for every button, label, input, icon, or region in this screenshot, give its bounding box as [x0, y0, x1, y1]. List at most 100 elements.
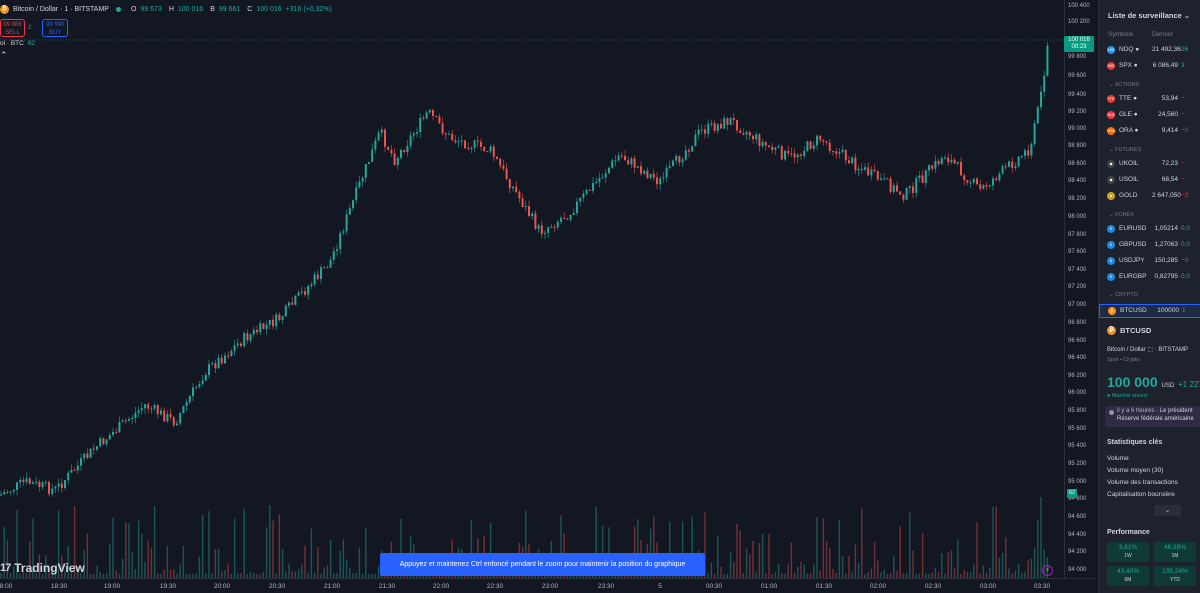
volume-bar — [998, 557, 1001, 578]
candle-body — [348, 208, 351, 215]
volume-bar — [726, 573, 729, 578]
volume-bar — [739, 530, 741, 578]
sell-button[interactable]: 99 988 SELL — [0, 19, 25, 37]
watchlist-section-forex[interactable]: ⌄ FOREX — [1109, 212, 1134, 218]
candle-body — [118, 421, 121, 433]
symbol-logo-icon: 100 — [1107, 46, 1115, 54]
volume-bar — [57, 510, 60, 578]
watchlist-row-ora[interactable]: ORA ORA ● 9,414 −0 — [1099, 125, 1200, 139]
volume-bar — [249, 571, 252, 578]
candle-body — [368, 161, 370, 164]
column-last[interactable]: Dernier — [1152, 31, 1174, 38]
candle-body — [752, 135, 754, 140]
candle-body — [806, 141, 809, 151]
candle-body — [601, 177, 604, 179]
volume-indicator-legend[interactable]: ol · BTC 62 — [0, 40, 35, 47]
candle-body — [60, 483, 63, 488]
watchlist-row-usoil[interactable]: ◆ USOIL 68,54− — [1099, 174, 1200, 188]
watchlist-section-futures[interactable]: ⌄ FUTURES — [1109, 147, 1141, 153]
volume-bar — [854, 544, 857, 578]
volume-bar — [297, 569, 300, 578]
volume-bar — [301, 564, 303, 578]
watchlist-symbol: GLE ● — [1119, 111, 1138, 118]
volume-bar — [227, 563, 229, 578]
watchlist-title-text: Liste de surveillance — [1108, 11, 1182, 20]
watchlist-row-tte[interactable]: TTE TTE ● 53,94− — [1099, 93, 1200, 107]
candle-body — [22, 479, 25, 482]
watchlist-row-spx[interactable]: 500 SPX ● 6 086,49 3 — [1099, 60, 1200, 74]
buy-price: 99 990 — [46, 22, 65, 28]
key-stats-title: Statistiques clés — [1107, 439, 1163, 446]
watchlist-row-ndq[interactable]: 100 NDQ ● 21 492,36 26 — [1099, 44, 1200, 58]
watchlist-row-btcusd[interactable]: ₿ BTCUSD 100000 1 — [1099, 304, 1200, 318]
watchlist-title[interactable]: Liste de surveillance ⌄ — [1108, 11, 1190, 20]
collapse-legend-chevron-icon[interactable]: ⌃ — [0, 50, 8, 60]
volume-badge: 62 — [1067, 489, 1077, 498]
candle-body — [252, 329, 255, 335]
candle-body — [393, 153, 396, 165]
volume-bar — [841, 555, 844, 578]
watchlist-row-gle[interactable]: GLE GLE ● 24,560− — [1099, 109, 1200, 123]
candle-body — [249, 334, 252, 341]
volume-bar — [800, 561, 802, 578]
perf-ytd[interactable]: 135,24% YTD — [1154, 566, 1196, 586]
tradingview-logo[interactable]: 17 TradingView — [0, 561, 85, 575]
watchlist-row-gbpusd[interactable]: £ GBPUSD 1,27063 0,0 — [1099, 239, 1200, 253]
volume-bar — [73, 505, 76, 578]
perf-1m[interactable]: 46,38% 1M — [1154, 542, 1196, 562]
price-axis-label: 97 200 — [1068, 284, 1087, 290]
volume-bar — [499, 574, 501, 578]
watchlist-row-usdjpy[interactable]: $ USDJPY 150,285 −0 — [1099, 255, 1200, 269]
candle-body — [937, 160, 940, 165]
volume-bar — [1017, 563, 1020, 578]
watchlist-change: −0 — [1181, 127, 1189, 134]
detail-symbol-text[interactable]: BTCUSD — [1120, 326, 1152, 335]
candle-body — [25, 478, 28, 482]
watchlist-last: 72,23 — [1161, 160, 1178, 167]
candle-body — [1030, 143, 1033, 156]
candle-body — [438, 116, 441, 124]
watchlist-row-eurusd[interactable]: € EURUSD 1,05214 0,0 — [1099, 223, 1200, 237]
news-headline[interactable]: il y a 6 heures · Le président Réserve f… — [1105, 406, 1200, 427]
watchlist-row-ukoil[interactable]: ◆ UKOIL 72,23− — [1099, 158, 1200, 172]
bitcoin-icon: ₿ — [1107, 326, 1116, 335]
candle-body — [364, 163, 367, 179]
watchlist-row-eurgbp[interactable]: € EURGBP 0,82795 0,0 — [1099, 271, 1200, 285]
candle-body — [928, 165, 930, 171]
high-value: 100 016 — [177, 6, 204, 13]
candle-body — [588, 189, 591, 191]
volume-bar — [211, 573, 213, 578]
volume-bar — [832, 569, 834, 578]
legend-title[interactable]: Bitcoin / Dollar · 1 · BITSTAMP — [13, 6, 109, 13]
price-axis[interactable]: 100 400 100 200 99 800 99 600 99 400 99 200 99… — [1064, 0, 1096, 578]
volume-bar — [221, 571, 223, 578]
volume-bar — [374, 573, 377, 578]
volume-bar — [294, 571, 297, 578]
candle-body — [521, 198, 524, 208]
candle-body — [336, 249, 338, 252]
candle-body — [572, 213, 575, 215]
candle-body — [432, 109, 434, 116]
volume-bar — [704, 512, 706, 578]
time-axis[interactable]: 8:00 18:30 19:00 19:30 20:00 20:30 21:00 21:30 2… — [0, 578, 1096, 593]
volume-bar — [937, 572, 940, 578]
price-axis-label: 95 200 — [1068, 461, 1087, 467]
column-symbol[interactable]: Symbole — [1108, 31, 1134, 38]
lightning-icon[interactable]: ⚡ — [1042, 565, 1053, 576]
volume-bar — [1005, 537, 1007, 578]
buy-button[interactable]: 99 990 BUY — [42, 19, 69, 37]
watchlist-section-crypto[interactable]: ⌄ CRYPTO — [1109, 292, 1138, 298]
candlestick-chart-canvas[interactable] — [0, 0, 1064, 578]
expand-stats-button[interactable]: ⌄ — [1154, 505, 1181, 516]
time-axis-label: 20:30 — [268, 583, 286, 590]
candle-body — [704, 129, 706, 134]
volume-bar — [51, 568, 53, 578]
watchlist-row-gold[interactable]: ● GOLD 2 647,050 −2 — [1099, 190, 1200, 204]
perf-6m[interactable]: 43,40% 6M — [1107, 566, 1149, 586]
price-chart[interactable]: ₿ Bitcoin / Dollar · 1 · BITSTAMP O 99 67… — [0, 0, 1064, 578]
candle-body — [508, 179, 511, 189]
watchlist-symbol: TTE ● — [1119, 95, 1138, 102]
volume-bar — [755, 572, 757, 578]
perf-1w[interactable]: 3,61% 1W — [1107, 542, 1149, 562]
watchlist-section-actions[interactable]: ⌄ ACTIONS — [1109, 82, 1139, 88]
